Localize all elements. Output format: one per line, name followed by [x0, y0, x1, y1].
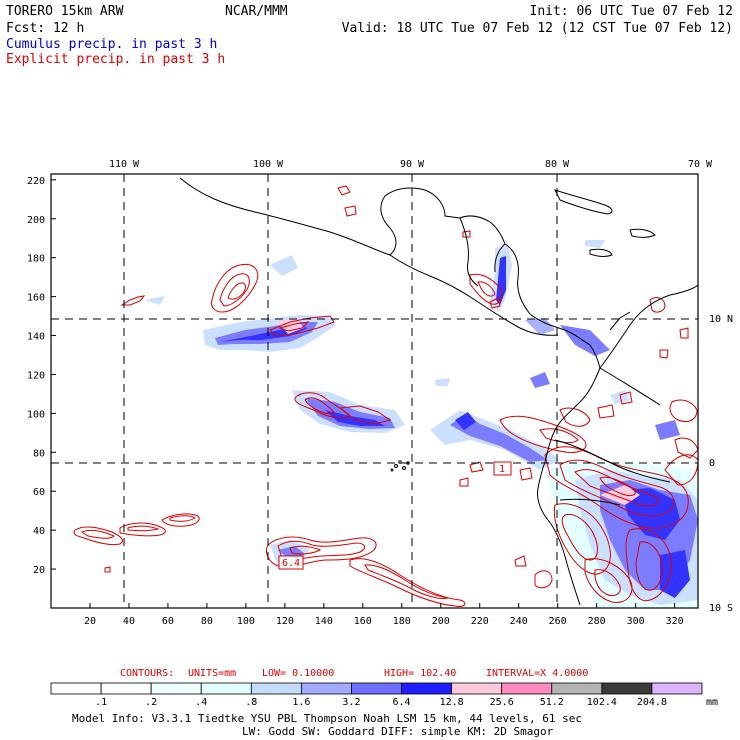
colorbar-swatch — [150, 682, 202, 695]
colorbar-swatch — [451, 682, 503, 695]
colorbar: .1 .2 .4 .8 1.6 3.2 6.4 12.8 25.6 51.2 102.4 204.8 — [50, 682, 703, 708]
y-tick-label: 120 — [27, 370, 45, 381]
y-tick-label: 100 — [27, 409, 45, 420]
y-tick-label: 60 — [33, 487, 45, 498]
colorbar-swatch — [401, 682, 453, 695]
axis-ticks — [51, 179, 676, 608]
model-title: TORERO 15km ARW — [6, 4, 124, 19]
y-tick-label: 40 — [33, 526, 45, 537]
y-tick-label: 80 — [33, 448, 45, 459]
x-tick-label: 320 — [666, 616, 684, 627]
contour-low: LOW= 0.10000 — [262, 668, 334, 679]
colorbar-swatch — [351, 682, 402, 695]
lat-label-0: 0 — [709, 458, 715, 469]
x-tick-label: 80 — [201, 616, 213, 627]
contour-info: CONTOURS: UNITS=mm LOW= 0.10000 HIGH= 10… — [120, 668, 588, 679]
x-tick-label: 240 — [510, 616, 528, 627]
colorbar-swatch — [601, 682, 653, 695]
colorbar-label: 51.2 — [540, 697, 564, 708]
colorbar-unit: mm — [706, 697, 718, 708]
x-tick-label: 20 — [84, 616, 96, 627]
longitude-labels: 110 W 100 W 90 W 80 W 70 W — [109, 159, 713, 170]
lon-label-90w: 90 W — [400, 159, 425, 170]
colorbar-label: .2 — [145, 697, 157, 708]
y-tick-labels: 20 40 60 80 100 120 140 160 180 200 220 — [27, 176, 45, 576]
colorbar-swatch — [50, 682, 102, 695]
colorbar-label: 25.6 — [490, 697, 514, 708]
x-tick-label: 280 — [588, 616, 606, 627]
model-info-line1: Model Info: V3.3.1 Tiedtke YSU PBL Thomp… — [72, 712, 582, 725]
colorbar-label: 102.4 — [587, 697, 617, 708]
contour-label-1: 1 — [499, 464, 505, 475]
colorbar-swatch — [200, 682, 252, 695]
colorbar-label: 12.8 — [440, 697, 464, 708]
coastlines — [179, 177, 699, 606]
lon-label-80w: 80 W — [545, 159, 570, 170]
lat-label-10n: 10 N — [709, 314, 733, 325]
explicit-precip-contours — [73, 185, 699, 607]
contour-interval: INTERVAL=X 4.0000 — [486, 668, 588, 679]
colorbar-label: 3.2 — [342, 697, 360, 708]
valid-time: Valid: 18 UTC Tue 07 Feb 12 (12 CST Tue … — [342, 21, 733, 36]
contour-high: HIGH= 102.40 — [384, 668, 456, 679]
contour-units: UNITS=mm — [188, 668, 236, 679]
y-tick-label: 180 — [27, 254, 45, 265]
lon-label-110w: 110 W — [109, 159, 140, 170]
field-explicit-label: Explicit precip. in past 3 h — [6, 52, 225, 67]
y-tick-label: 200 — [27, 215, 45, 226]
init-time: Init: 06 UTC Tue 07 Feb 12 — [530, 4, 734, 19]
x-tick-label: 220 — [471, 616, 489, 627]
colorbar-swatch — [250, 682, 302, 695]
field-cumulus-label: Cumulus precip. in past 3 h — [6, 37, 217, 52]
colorbar-swatch — [651, 682, 703, 695]
y-tick-label: 20 — [33, 565, 45, 576]
y-tick-label: 140 — [27, 332, 45, 343]
lat-label-10s: 10 S — [709, 603, 733, 614]
map-panel: 6.4 1 — [50, 173, 699, 609]
contour-label-6-4: 6.4 — [282, 558, 300, 569]
colorbar-swatch — [100, 682, 152, 695]
colorbar-label: .4 — [195, 697, 207, 708]
colorbar-label: 6.4 — [393, 697, 411, 708]
x-tick-label: 300 — [627, 616, 645, 627]
contour-title: CONTOURS: — [120, 668, 174, 679]
forecast-hour: Fcst: 12 h — [6, 21, 84, 36]
colorbar-label: .8 — [245, 697, 257, 708]
map-frame — [50, 173, 699, 609]
colorbar-label: .1 — [95, 697, 107, 708]
x-tick-label: 260 — [549, 616, 567, 627]
lon-label-100w: 100 W — [253, 159, 284, 170]
x-tick-label: 40 — [123, 616, 135, 627]
contour-label-boxes: 6.4 1 — [278, 461, 512, 570]
lon-label-70w: 70 W — [688, 159, 713, 170]
colorbar-swatch — [501, 682, 553, 695]
x-tick-labels: 20 40 60 80 100 120 140 160 180 200 220 240 260 280 30… — [84, 616, 684, 627]
x-tick-label: 180 — [393, 616, 411, 627]
latitude-labels: 10 N 0 10 S — [709, 314, 733, 614]
latlon-grid — [51, 174, 698, 608]
y-tick-label: 220 — [27, 176, 45, 187]
x-tick-label: 100 — [237, 616, 255, 627]
colorbar-swatch — [551, 682, 603, 695]
x-tick-label: 140 — [315, 616, 333, 627]
colorbar-swatch — [300, 682, 352, 695]
colorbar-label: 204.8 — [637, 697, 667, 708]
x-tick-label: 60 — [162, 616, 174, 627]
center-label: NCAR/MMM — [225, 4, 288, 19]
x-tick-label: 120 — [276, 616, 294, 627]
model-info-line2: LW: Godd SW: Goddard DIFF: simple KM: 2D… — [242, 725, 554, 738]
y-tick-label: 160 — [27, 293, 45, 304]
x-tick-label: 160 — [354, 616, 372, 627]
colorbar-label: 1.6 — [292, 697, 310, 708]
x-tick-label: 200 — [432, 616, 450, 627]
